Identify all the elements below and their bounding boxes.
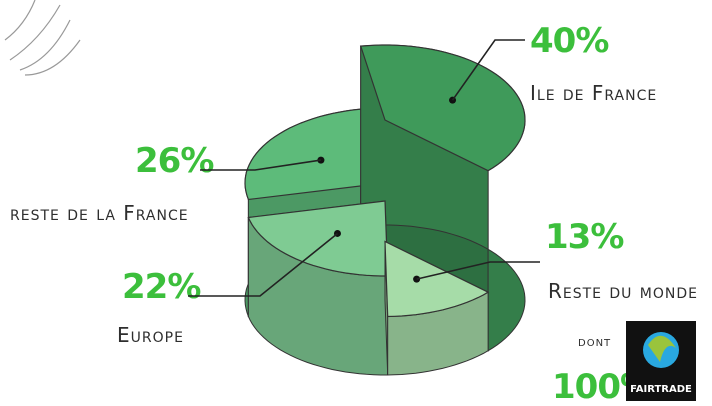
leader-line <box>416 261 540 280</box>
leader-line <box>451 39 525 101</box>
category-label: Ile de France <box>530 81 657 105</box>
leaf-decoration <box>4 0 81 76</box>
labels: 40% Ile de France 26% reste de la France 22%… <box>10 21 698 406</box>
annotation: dont <box>578 334 611 350</box>
slice-top <box>384 240 490 318</box>
logo-leaf <box>648 335 676 362</box>
fairtrade-logo: FAIRTRADE <box>626 321 696 401</box>
value-label: 22% <box>122 267 200 307</box>
slice-dot <box>317 156 325 164</box>
category-label: Europe <box>117 323 184 347</box>
value-label: 40% <box>530 21 608 61</box>
category-label: Reste du monde <box>548 279 698 303</box>
value-label: 26% <box>135 141 213 181</box>
slice <box>384 240 490 376</box>
pie <box>244 44 526 376</box>
slice-top <box>359 44 526 172</box>
leader-line <box>188 232 339 297</box>
slice-top <box>244 108 386 201</box>
value-label: 13% <box>545 217 623 257</box>
logo-text: FAIRTRADE <box>630 384 692 395</box>
slice-top <box>247 200 389 277</box>
leader-line <box>200 159 322 171</box>
category-label: reste de la France <box>10 201 189 225</box>
